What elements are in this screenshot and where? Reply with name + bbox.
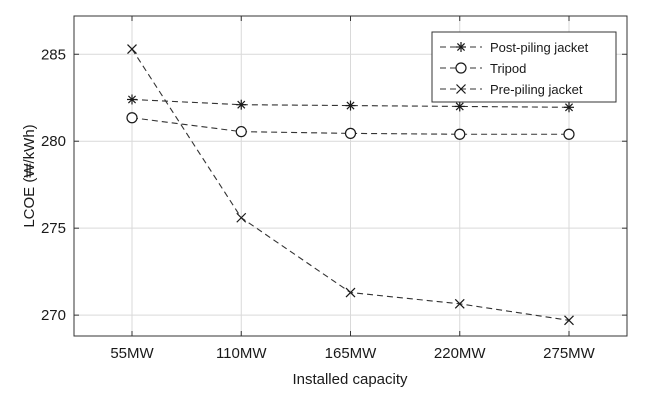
series-tripod <box>126 112 575 140</box>
circle-marker <box>454 128 466 140</box>
legend-label: Post-piling jacket <box>490 40 589 55</box>
x-tick-label: 55MW <box>110 345 154 362</box>
legend-item-pre-piling-jacket: Pre-piling jacket <box>440 82 583 97</box>
x-axis-label: Installed capacity <box>292 371 408 388</box>
asterisk-marker <box>345 100 356 111</box>
x-marker-stroke <box>236 212 247 223</box>
x-tick-label: 165MW <box>325 345 378 362</box>
x-marker-stroke <box>456 84 466 94</box>
series-group <box>126 44 575 326</box>
y-tick-label: 285 <box>41 46 66 63</box>
y-tick-label: 270 <box>41 307 66 324</box>
x-marker <box>236 212 247 223</box>
circle-marker <box>344 127 357 139</box>
asterisk-stroke <box>455 102 464 111</box>
x-marker-stroke <box>454 298 465 309</box>
asterisk-stroke <box>237 100 246 109</box>
x-tick-label: 275MW <box>543 345 596 362</box>
x-tick-label: 220MW <box>434 345 487 362</box>
series-line <box>131 117 569 135</box>
asterisk-stroke <box>456 42 466 52</box>
asterisk-stroke <box>127 95 137 104</box>
asterisk-marker <box>454 101 465 112</box>
circle-marker <box>563 128 575 140</box>
x-marker <box>564 315 574 326</box>
series-line <box>131 98 570 108</box>
asterisk-marker <box>564 102 574 113</box>
x-marker-stroke <box>564 315 574 326</box>
legend-label: Tripod <box>490 61 526 76</box>
y-tick-label: 275 <box>41 220 66 237</box>
asterisk-marker <box>236 99 247 110</box>
x-marker <box>456 84 466 94</box>
x-marker-stroke <box>345 287 356 298</box>
asterisk-marker <box>127 94 137 105</box>
series-post-piling-jacket <box>127 94 574 113</box>
asterisk-stroke <box>346 101 355 110</box>
axis-ticks: 55MW 110MW 165MW 220MW 275MW 270 275 280 285 <box>41 16 627 362</box>
x-tick-label: 110MW <box>216 345 267 362</box>
circle-marker <box>126 112 138 124</box>
x-marker <box>345 287 356 298</box>
circle-marker <box>235 126 247 138</box>
legend-item-tripod: Tripod <box>440 61 526 76</box>
x-marker <box>127 44 137 54</box>
asterisk-stroke <box>564 103 574 112</box>
y-tick-label: 280 <box>41 133 66 150</box>
y-axis-label: LCOE (₩/kWh) <box>21 124 38 227</box>
x-marker <box>454 298 465 309</box>
circle-marker <box>455 62 467 74</box>
asterisk-marker <box>456 42 466 52</box>
x-marker-stroke <box>127 44 137 54</box>
legend-item-post-piling-jacket: Post-piling jacket <box>440 40 589 55</box>
legend: Post-piling jacket Tripod Pre-piling jacke… <box>431 31 617 103</box>
legend-label: Pre-piling jacket <box>490 82 583 97</box>
series-pre-piling-jacket <box>127 44 574 326</box>
